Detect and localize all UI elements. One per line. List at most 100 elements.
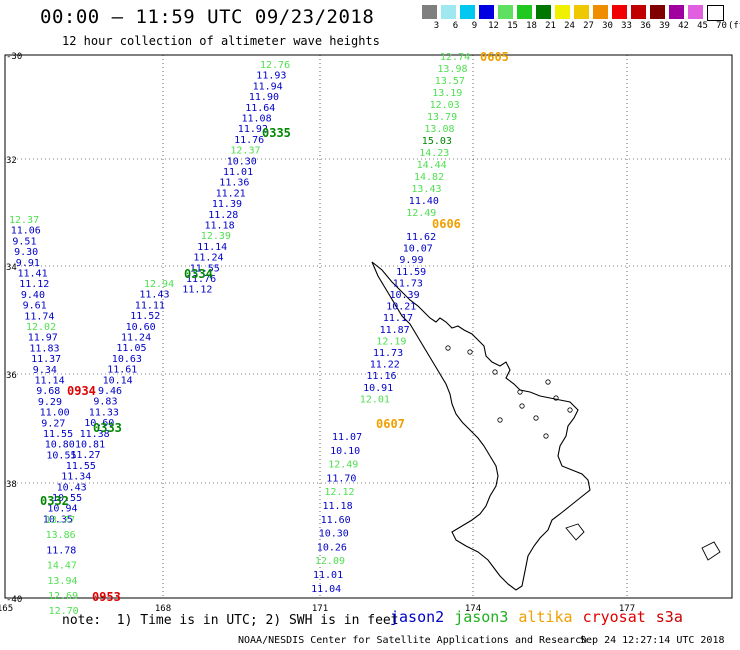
small-island [445, 345, 451, 351]
wave-height-value: 11.93 [256, 71, 286, 82]
wave-height-value: 11.18 [205, 221, 235, 232]
scale-label: 24 [564, 21, 575, 31]
pass-time-label: 0335 [262, 126, 291, 140]
scale-swatch [555, 5, 570, 19]
scale-swatch [460, 5, 475, 19]
wave-height-value: 10.07 [403, 244, 433, 255]
wave-height-value: 10.94 [47, 504, 77, 515]
wave-height-value: 11.94 [253, 81, 283, 92]
wave-height-value: 11.36 [219, 178, 249, 189]
wave-height-value: 12.37 [230, 146, 260, 157]
wave-height-value: 10.80 [45, 440, 75, 451]
lat-lon-grid [5, 55, 732, 598]
wave-height-value: 9.91 [16, 258, 40, 269]
wave-height-value: 11.28 [208, 210, 238, 221]
pass-time-label: 0953 [92, 590, 121, 604]
wave-height-value: 9.51 [12, 236, 36, 247]
north-island-outline [371, 261, 591, 591]
wave-height-value: 11.27 [70, 450, 100, 461]
wave-height-value: 11.83 [29, 343, 59, 354]
wave-height-value: 11.12 [19, 279, 49, 290]
wave-height-value: 11.07 [332, 432, 362, 443]
lon-label: 171 [312, 604, 328, 614]
units-note: note: 1) Time is in UTC; 2) SWH is in fe… [62, 613, 399, 628]
scale-swatch [479, 5, 494, 19]
small-island [533, 415, 539, 421]
pass-time-label: 0334 [184, 267, 213, 281]
wave-height-value: 11.74 [24, 311, 54, 322]
wave-height-value: 11.59 [396, 267, 426, 278]
wave-height-value: 11.55 [190, 263, 220, 274]
small-island [492, 369, 498, 375]
wave-height-value: 11.70 [326, 473, 356, 484]
wave-height-value: 11.08 [242, 114, 272, 125]
wave-height-value: 10.43 [57, 482, 87, 493]
lat-label: 36 [6, 371, 17, 381]
wave-height-value: 11.39 [212, 199, 242, 210]
scale-swatch [612, 5, 627, 19]
wave-height-value: 11.33 [89, 407, 119, 418]
wave-height-value: 10.30 [227, 156, 257, 167]
axis-labels: -30 32 34 36 38 -40165 168 171 174 177 [0, 52, 635, 614]
wave-height-value: 12.69 [48, 591, 78, 602]
wave-height-value: 11.38 [80, 429, 110, 440]
scale-swatch [574, 5, 589, 19]
lat-label: -40 [6, 595, 22, 605]
satellite-legend-cryosat: cryosat [582, 608, 646, 626]
wave-height-value: 9.29 [38, 397, 62, 408]
scale-swatch [650, 5, 665, 19]
small-island [543, 433, 549, 439]
wave-height-value: 11.92 [238, 124, 268, 135]
wave-height-value: 14.44 [417, 160, 447, 171]
wave-height-value: 11.14 [197, 242, 227, 253]
lon-label: 177 [619, 604, 635, 614]
wave-height-value: 10.81 [75, 440, 105, 451]
wave-height-value: 11.43 [139, 290, 169, 301]
wave-height-value: 11.73 [373, 348, 403, 359]
scale-label: 6 [452, 21, 459, 31]
scale-unit: (ft) [728, 21, 740, 31]
scale-label: 33 [621, 21, 632, 31]
wave-height-value: 9.34 [33, 365, 57, 376]
wave-height-value: 10.60 [84, 418, 114, 429]
wave-height-value: 10.91 [363, 383, 393, 394]
wave-height-value: 10.21 [386, 302, 416, 313]
frame-border [4, 54, 733, 599]
satellite-legend-jason2: jason2 [390, 608, 445, 626]
east-island [701, 541, 721, 561]
scale-label: 12 [488, 21, 499, 31]
pass-time-label: 0332 [40, 494, 69, 508]
wave-height-value: 11.61 [107, 365, 137, 376]
wave-height-value: 11.41 [18, 269, 48, 280]
generation-date: Sep 24 12:27:14 UTC 2018 [580, 635, 725, 646]
small-island [517, 389, 523, 395]
wave-height-value: 11.04 [311, 584, 341, 595]
wave-height-value: 12.37 [9, 215, 39, 226]
south-coast-island [565, 523, 585, 541]
wave-height-value: 15.03 [422, 136, 452, 147]
credit-line: NOAA/NESDIS Center for Satellite Applica… [238, 635, 588, 646]
wave-height-value: 13.98 [437, 64, 467, 75]
small-island [519, 403, 525, 409]
wave-height-value: 11.76 [234, 135, 264, 146]
satellite-legend-s3a: s3a [655, 608, 683, 626]
pass-time-label: 0607 [376, 417, 405, 431]
lat-label: 38 [6, 480, 17, 490]
wave-height-value: 9.46 [98, 386, 122, 397]
satellite-legend-jason3: jason3 [454, 608, 509, 626]
scale-label: 3 [433, 21, 440, 31]
pass-time-label: 0333 [93, 421, 122, 435]
wave-height-value: 11.24 [193, 253, 223, 264]
wave-height-value: 11.01 [313, 570, 343, 581]
satellite-legend: jason2 jason3 altika cryosat s3a [390, 608, 693, 626]
wave-height-value: 9.68 [36, 386, 60, 397]
wave-height-value: 12.76 [260, 60, 290, 71]
wave-height-value: 10.55 [52, 493, 82, 504]
scale-label: 36 [640, 21, 651, 31]
lat-label: 34 [6, 263, 17, 273]
small-island [497, 417, 503, 423]
wave-height-value: 13.94 [47, 576, 77, 587]
wave-height-value: 12.19 [376, 336, 406, 347]
wave-height-value: 9.61 [23, 301, 47, 312]
